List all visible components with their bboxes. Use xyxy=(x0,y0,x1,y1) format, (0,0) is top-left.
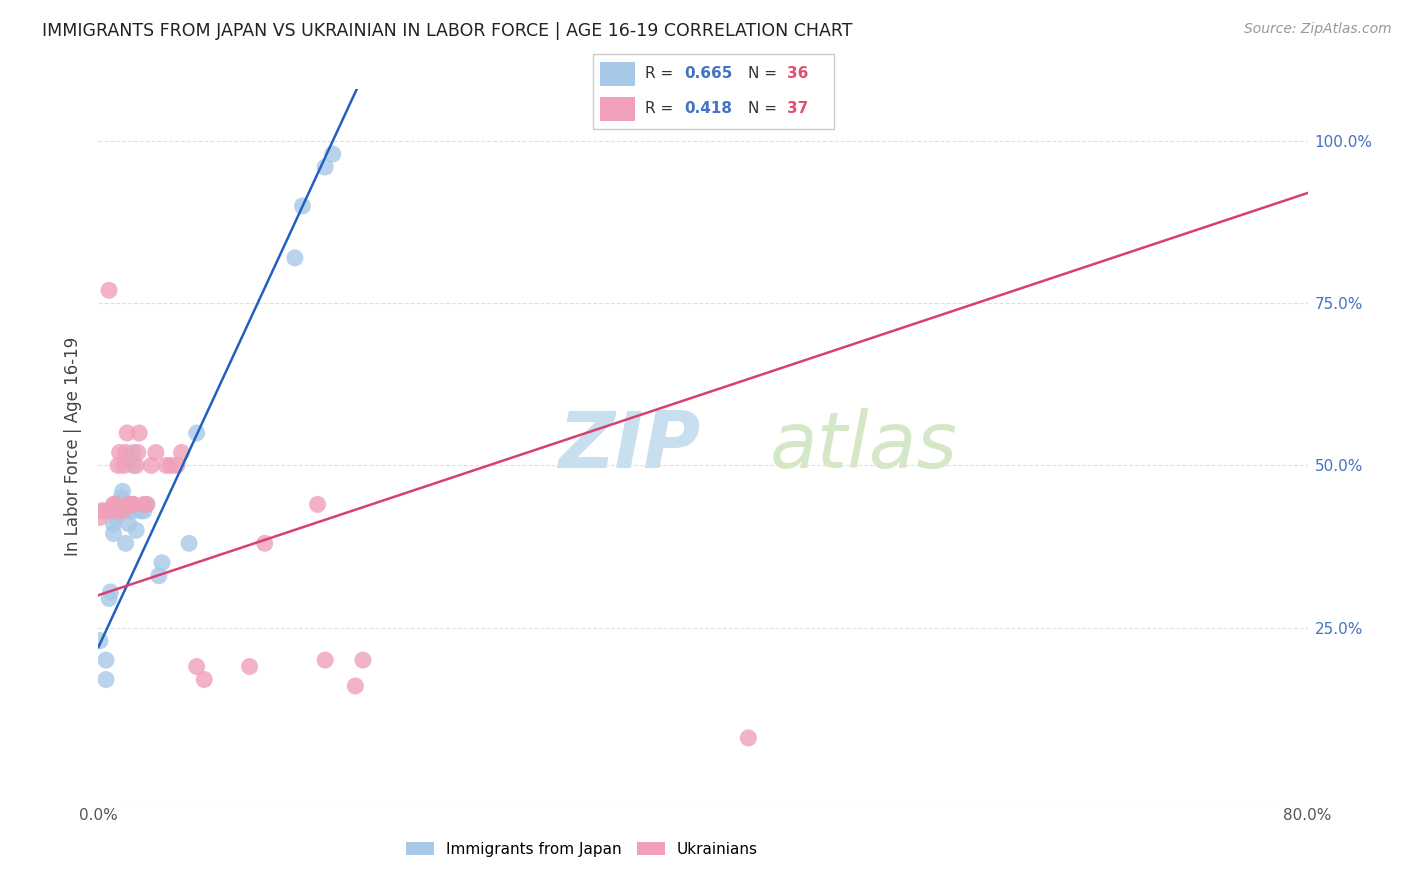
Point xyxy=(103,516,125,531)
Text: Source: ZipAtlas.com: Source: ZipAtlas.com xyxy=(1244,22,1392,37)
Point xyxy=(105,510,128,524)
Point xyxy=(118,504,141,518)
Point xyxy=(128,425,150,440)
Y-axis label: In Labor Force | Age 16-19: In Labor Force | Age 16-19 xyxy=(65,336,83,556)
Point xyxy=(160,458,183,473)
Point xyxy=(100,585,122,599)
Text: N =: N = xyxy=(748,67,782,81)
Point xyxy=(103,497,125,511)
Point xyxy=(284,251,307,265)
Point xyxy=(122,497,145,511)
Point xyxy=(135,497,157,511)
Point xyxy=(125,458,148,473)
Point xyxy=(110,497,132,511)
Point xyxy=(253,536,276,550)
Point xyxy=(186,659,208,673)
Point xyxy=(122,445,145,459)
Point xyxy=(93,504,115,518)
Point xyxy=(291,199,314,213)
Point xyxy=(89,633,111,648)
Point xyxy=(112,458,135,473)
Point xyxy=(155,458,177,473)
Point xyxy=(111,504,134,518)
Legend: Immigrants from Japan, Ukrainians: Immigrants from Japan, Ukrainians xyxy=(401,836,763,863)
Point xyxy=(122,458,145,473)
Text: atlas: atlas xyxy=(769,408,957,484)
Point xyxy=(110,491,132,505)
Point xyxy=(110,504,132,518)
FancyBboxPatch shape xyxy=(600,96,636,121)
Point xyxy=(94,673,117,687)
Point xyxy=(127,445,149,459)
Point xyxy=(98,283,121,297)
Point xyxy=(170,445,193,459)
Text: 37: 37 xyxy=(787,102,808,116)
Point xyxy=(239,659,262,673)
Point xyxy=(166,458,188,473)
Text: N =: N = xyxy=(748,102,782,116)
Point xyxy=(121,497,143,511)
Point xyxy=(108,504,131,518)
Point xyxy=(118,516,141,531)
Point xyxy=(135,497,157,511)
Point xyxy=(115,425,138,440)
Text: R =: R = xyxy=(644,67,678,81)
Point xyxy=(120,504,142,518)
Point xyxy=(107,504,129,518)
Point xyxy=(107,458,129,473)
Point xyxy=(110,497,132,511)
Point xyxy=(104,497,127,511)
Point xyxy=(129,504,152,518)
Point xyxy=(132,504,155,518)
Point xyxy=(121,497,143,511)
Point xyxy=(179,536,201,550)
Point xyxy=(103,526,125,541)
Point xyxy=(145,445,167,459)
Text: R =: R = xyxy=(644,102,678,116)
Point xyxy=(132,497,155,511)
Point xyxy=(322,147,344,161)
Text: 36: 36 xyxy=(787,67,808,81)
Point xyxy=(89,510,111,524)
Point xyxy=(186,425,208,440)
Point xyxy=(111,484,134,499)
Point xyxy=(114,536,136,550)
Point xyxy=(150,556,173,570)
Point xyxy=(344,679,367,693)
Point xyxy=(314,160,336,174)
Point xyxy=(125,524,148,538)
Text: 0.665: 0.665 xyxy=(685,67,733,81)
Point xyxy=(737,731,759,745)
Point xyxy=(96,504,118,518)
Point xyxy=(352,653,374,667)
Point xyxy=(105,504,128,518)
Point xyxy=(90,504,112,518)
FancyBboxPatch shape xyxy=(593,54,834,128)
Point xyxy=(118,497,141,511)
Point xyxy=(314,653,336,667)
Point xyxy=(114,445,136,459)
Point xyxy=(141,458,163,473)
Point xyxy=(193,673,215,687)
Point xyxy=(148,568,170,582)
Point xyxy=(307,497,329,511)
Text: 0.418: 0.418 xyxy=(685,102,733,116)
Text: ZIP: ZIP xyxy=(558,408,700,484)
Point xyxy=(108,445,131,459)
Point xyxy=(94,653,117,667)
Point xyxy=(98,591,121,606)
Point xyxy=(121,497,143,511)
Point xyxy=(121,504,143,518)
Text: IMMIGRANTS FROM JAPAN VS UKRAINIAN IN LABOR FORCE | AGE 16-19 CORRELATION CHART: IMMIGRANTS FROM JAPAN VS UKRAINIAN IN LA… xyxy=(42,22,852,40)
FancyBboxPatch shape xyxy=(600,62,636,87)
